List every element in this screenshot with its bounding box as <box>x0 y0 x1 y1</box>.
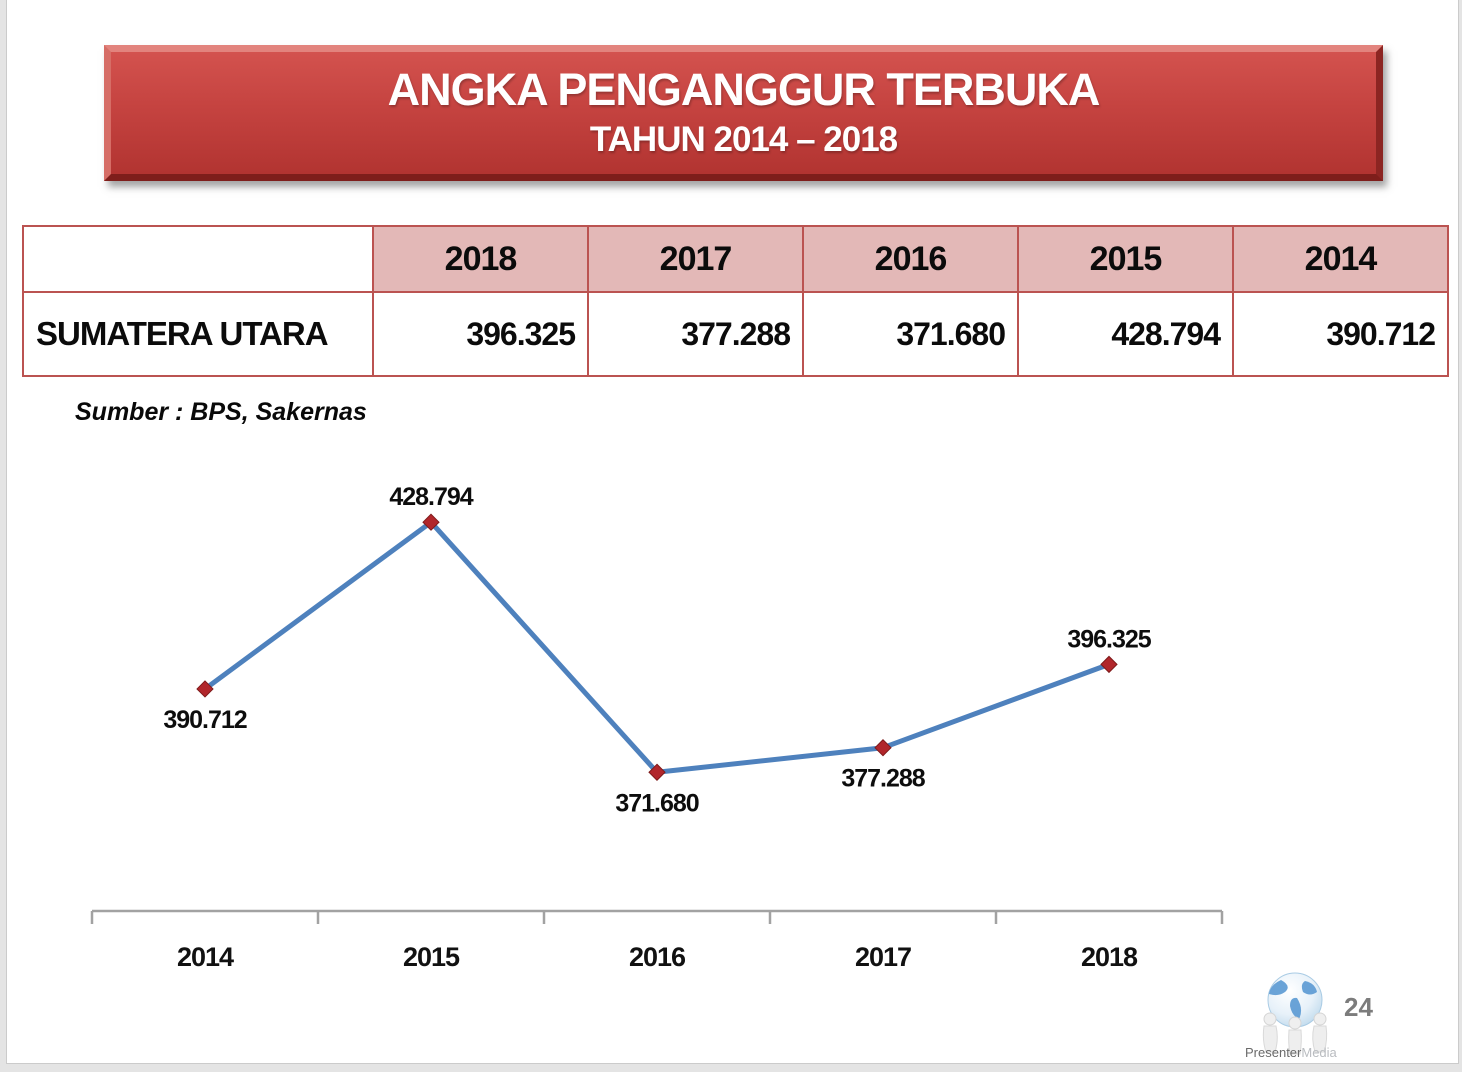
table-value-2014: 390.712 <box>1232 291 1449 377</box>
data-point-marker-2017 <box>874 739 892 757</box>
x-axis-label-2018: 2018 <box>1081 942 1138 972</box>
data-table: 2018 2017 2016 2015 2014 SUMATERA UTARA … <box>22 225 1449 377</box>
data-point-marker-2014 <box>196 680 214 698</box>
table-header-2018: 2018 <box>372 225 589 293</box>
line-chart: 390.712 2014 428.794 2015 371.680 2016 377.288… <box>90 483 1224 972</box>
x-axis-label-2017: 2017 <box>855 942 911 972</box>
data-label-2018: 396.325 <box>1067 625 1151 653</box>
logo-text-secondary: Media <box>1301 1045 1337 1060</box>
x-axis-label-2015: 2015 <box>403 942 460 972</box>
slide-subtitle: TAHUN 2014 – 2018 <box>589 119 898 159</box>
data-label-2015: 428.794 <box>389 483 473 511</box>
logo-text: PresenterMedia <box>1245 1045 1349 1060</box>
data-label-2016: 371.680 <box>615 789 698 817</box>
series-line <box>202 519 1112 775</box>
table-value-2015: 428.794 <box>1017 291 1234 377</box>
table-value-2018: 396.325 <box>372 291 589 377</box>
table-header-2016: 2016 <box>802 225 1019 293</box>
data-label-2017: 377.288 <box>841 765 925 793</box>
table-value-2017: 377.288 <box>587 291 804 377</box>
data-point-marker-2015 <box>422 513 440 531</box>
table-header-2014: 2014 <box>1232 225 1449 293</box>
data-point-marker-2016 <box>648 763 666 781</box>
slide-title: ANGKA PENGANGGUR TERBUKA <box>387 64 1101 116</box>
slide-canvas: ANGKA PENGANGGUR TERBUKA TAHUN 2014 – 20… <box>7 0 1458 1063</box>
logo-text-primary: Presenter <box>1245 1045 1302 1060</box>
table-corner-cell <box>22 225 374 293</box>
table-row-label: SUMATERA UTARA <box>22 291 374 377</box>
table-value-2016: 371.680 <box>802 291 1019 377</box>
source-note: Sumber : BPS, Sakernas <box>75 398 367 426</box>
data-point-marker-2018 <box>1100 655 1118 674</box>
data-label-2014: 390.712 <box>163 706 246 734</box>
table-header-2015: 2015 <box>1017 225 1234 293</box>
table-row: SUMATERA UTARA 396.325 377.288 371.680 4… <box>22 291 1449 377</box>
table-header-2017: 2017 <box>587 225 804 293</box>
x-axis-label-2016: 2016 <box>629 942 686 972</box>
x-axis-label-2014: 2014 <box>177 942 234 972</box>
table-header-row: 2018 2017 2016 2015 2014 <box>22 225 1449 293</box>
title-banner: ANGKA PENGANGGUR TERBUKA TAHUN 2014 – 20… <box>104 45 1383 181</box>
presentermedia-logo: PresenterMedia <box>1243 970 1347 1062</box>
globe-figures-icon <box>1262 972 1328 1055</box>
page-number: 24 <box>1344 992 1373 1022</box>
